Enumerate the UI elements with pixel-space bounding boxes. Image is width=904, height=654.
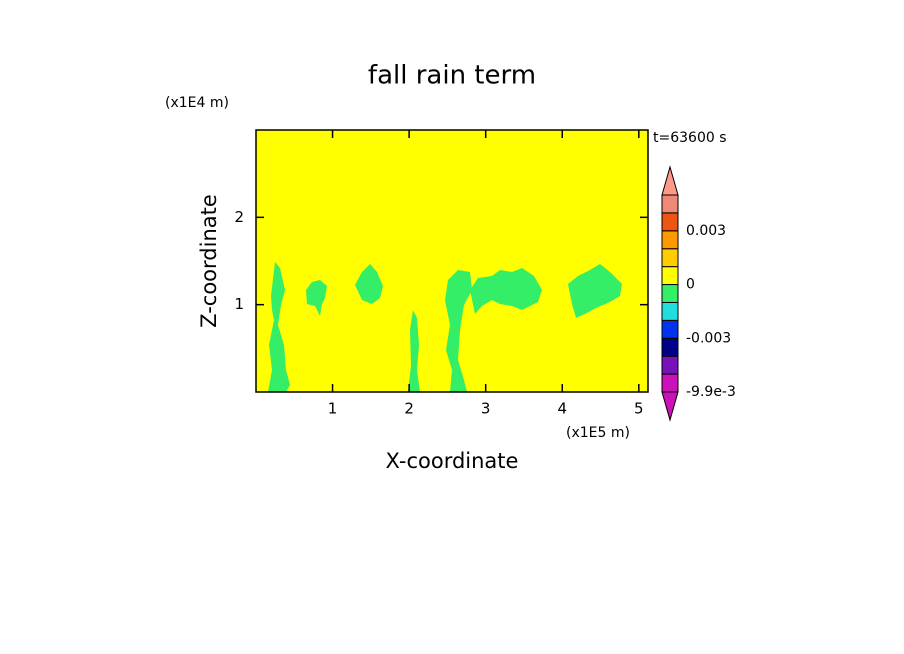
plot-frame bbox=[255, 129, 649, 393]
y-tick-label: 2 bbox=[234, 208, 244, 226]
colorbar-label: -9.9e-3 bbox=[686, 384, 736, 400]
y-unit: (x1E4 m) bbox=[165, 95, 229, 111]
colorbar-over bbox=[661, 165, 679, 196]
y-tick-label: 1 bbox=[234, 295, 244, 313]
chart-title: fall rain term bbox=[368, 61, 536, 91]
rain-features bbox=[268, 262, 622, 392]
colorbar-box bbox=[661, 284, 679, 303]
x-tick-label: 3 bbox=[481, 400, 491, 418]
colorbar-box bbox=[661, 230, 679, 250]
colorbar-under bbox=[661, 391, 679, 422]
x-tick-label: 2 bbox=[404, 400, 414, 418]
x-tick-label: 4 bbox=[557, 400, 567, 418]
colorbar-box bbox=[661, 212, 679, 232]
x-axis-label: X-coordinate bbox=[386, 449, 519, 473]
colorbar-box bbox=[661, 194, 679, 214]
x-tick-label: 5 bbox=[634, 400, 644, 418]
colorbar-box bbox=[661, 266, 679, 286]
colorbar-box bbox=[661, 337, 679, 357]
colorbar-box bbox=[661, 355, 679, 375]
colorbar-label: 0.003 bbox=[686, 223, 726, 239]
colorbar-box bbox=[661, 373, 679, 393]
colorbar-box bbox=[661, 319, 679, 339]
time-annotation: t=63600 s bbox=[653, 130, 727, 146]
x-unit: (x1E5 m) bbox=[566, 425, 630, 441]
colorbar-box bbox=[661, 301, 679, 321]
colorbar-label: 0 bbox=[686, 277, 695, 293]
y-axis-label: Z-coordinate bbox=[197, 194, 221, 328]
colorbar-box bbox=[661, 248, 679, 268]
x-tick-label: 1 bbox=[328, 400, 338, 418]
colorbar-label: -0.003 bbox=[686, 330, 731, 346]
